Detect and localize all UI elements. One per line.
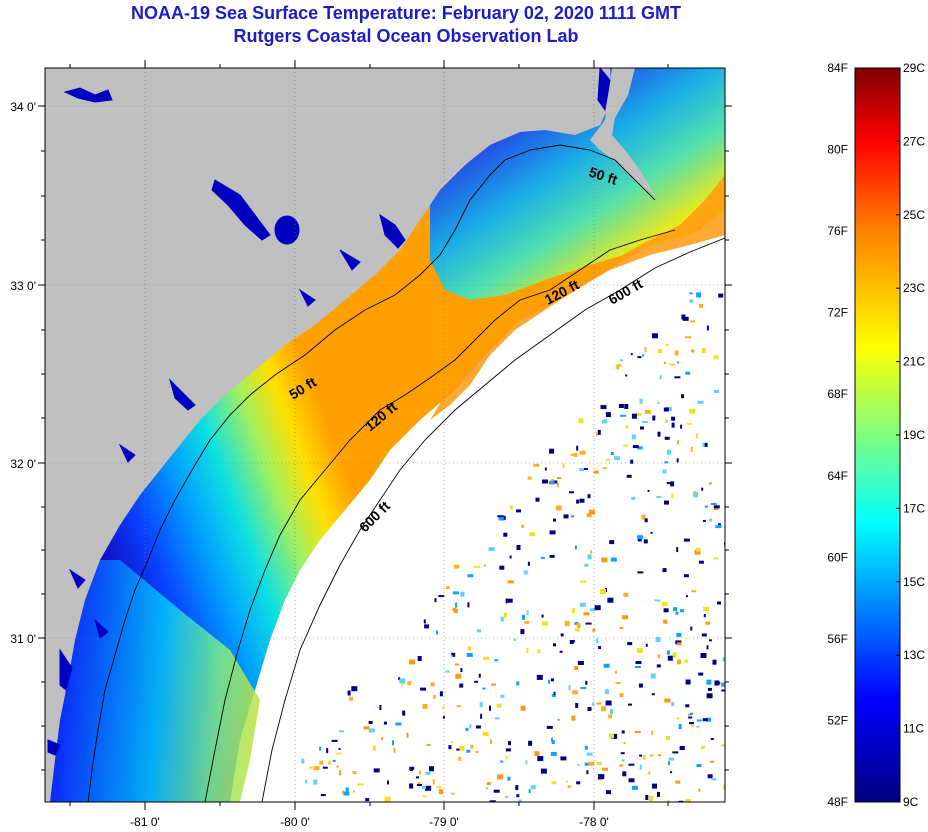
colorbar-c-label: 21C — [903, 355, 925, 369]
lon-label-80: -80 0' — [280, 815, 310, 829]
lon-label-81: -81 0' — [130, 815, 160, 829]
colorbar-f-label: 84F — [827, 61, 848, 75]
colorbar-ticks — [896, 67, 900, 803]
colorbar-c-label: 23C — [903, 281, 925, 295]
colorbar-f-label: 56F — [827, 632, 848, 646]
inland-water — [47, 68, 611, 756]
lat-label-34: 34 0' — [10, 100, 36, 114]
colorbar-c-label: 13C — [903, 648, 925, 662]
sst-scatter-pixels — [301, 292, 725, 802]
map-ticks — [38, 60, 732, 810]
colorbar-c-label: 17C — [903, 501, 925, 515]
colorbar-f-label: 72F — [827, 306, 848, 320]
colorbar — [854, 67, 901, 803]
colorbar-f-label: 48F — [827, 795, 848, 809]
land-mass — [45, 68, 612, 802]
lon-label-78: -78 0' — [579, 815, 609, 829]
south-shelf-water — [45, 560, 260, 802]
colorbar-c-label: 11C — [903, 722, 924, 736]
map-title: NOAA-19 Sea Surface Temperature: Februar… — [131, 3, 681, 23]
colorbar-c-label: 15C — [903, 575, 925, 589]
warm-gulfstream-edge — [430, 175, 725, 420]
lon-label-79: -79 0' — [429, 815, 459, 829]
land-mass-cape — [590, 68, 655, 195]
colorbar-f-label: 64F — [827, 469, 848, 483]
colorbar-f-label: 68F — [827, 387, 848, 401]
colorbar-f-label: 60F — [827, 550, 848, 564]
colorbar-c-label: 19C — [903, 428, 925, 442]
colorbar-c-label: 27C — [903, 134, 925, 148]
colorbar-c-label: 25C — [903, 208, 925, 222]
map-subtitle: Rutgers Coastal Ocean Observation Lab — [233, 26, 579, 46]
lat-label-33: 33 0' — [10, 279, 36, 293]
isobath-contours — [87, 144, 725, 802]
colorbar-f-label: 76F — [827, 224, 848, 238]
colorbar-c-label: 9C — [903, 795, 919, 809]
colorbar-f-label: 52F — [827, 713, 848, 727]
isobath-50ft — [87, 144, 656, 802]
lat-label-32: 32 0' — [10, 457, 36, 471]
colorbar-f-label: 80F — [827, 143, 848, 157]
map-frame — [44, 67, 726, 803]
colorbar-c-label: 29C — [903, 61, 925, 75]
lat-label-31: 31 0' — [10, 632, 36, 646]
isobath-120ft — [204, 229, 676, 802]
graticule — [45, 68, 725, 802]
isobath-600ft — [261, 237, 725, 802]
